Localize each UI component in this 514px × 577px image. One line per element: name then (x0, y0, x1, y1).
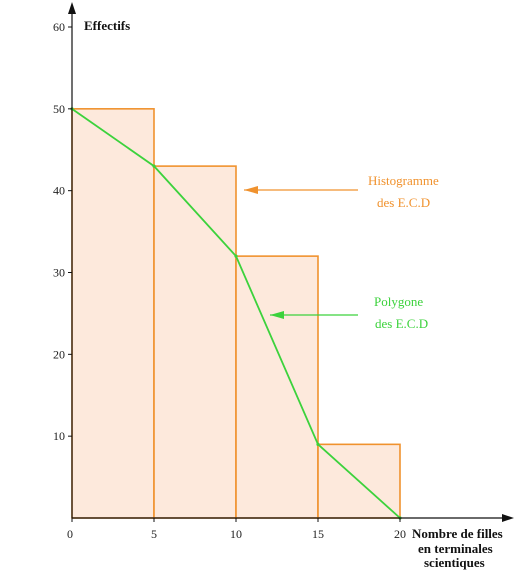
polygon-label-line-2: des E.C.D (375, 316, 428, 331)
x-axis-arrow (502, 514, 514, 522)
axes (68, 2, 514, 522)
y-tick-label-30: 30 (53, 266, 65, 280)
x-axis-title-line-2: en terminales (418, 541, 493, 556)
polygon-point-2 (152, 164, 156, 168)
x-tick-label-10: 10 (230, 527, 242, 541)
tick-labels: 10 20 30 40 50 60 0 5 10 15 20 (53, 20, 406, 541)
histogram-bars (71, 108, 401, 519)
histogram-label-line-1: Histogramme (368, 173, 439, 188)
histogram-bar-2 (153, 165, 237, 519)
y-tick-label-20: 20 (53, 347, 65, 361)
polygon-arrow-head (270, 311, 284, 319)
y-tick-label-40: 40 (53, 184, 65, 198)
x-tick-label-20: 20 (394, 527, 406, 541)
y-axis-arrow (68, 2, 76, 14)
polygon-annotation: Polygone des E.C.D (270, 294, 428, 331)
histogram-label-line-2: des E.C.D (377, 195, 430, 210)
polygon-point-4 (316, 442, 320, 446)
y-tick-label-10: 10 (53, 429, 65, 443)
x-axis-title-line-3: scientiques (424, 555, 485, 570)
y-axis-title: Effectifs (84, 18, 130, 33)
histogram-arrow-head (244, 186, 258, 194)
y-tick-label-50: 50 (53, 102, 65, 116)
polygon-label-line-1: Polygone (374, 294, 423, 309)
histogram-bar-3 (235, 255, 319, 519)
histogram-annotation: Histogramme des E.C.D (244, 173, 439, 210)
x-tick-label-15: 15 (312, 527, 324, 541)
y-tick-label-60: 60 (53, 20, 65, 34)
x-tick-label-5: 5 (151, 527, 157, 541)
polygon-point-3 (234, 254, 238, 258)
x-axis-title-line-1: Nombre de filles (412, 526, 503, 541)
histogram-bar-1 (71, 108, 155, 519)
x-tick-label-0: 0 (67, 527, 73, 541)
